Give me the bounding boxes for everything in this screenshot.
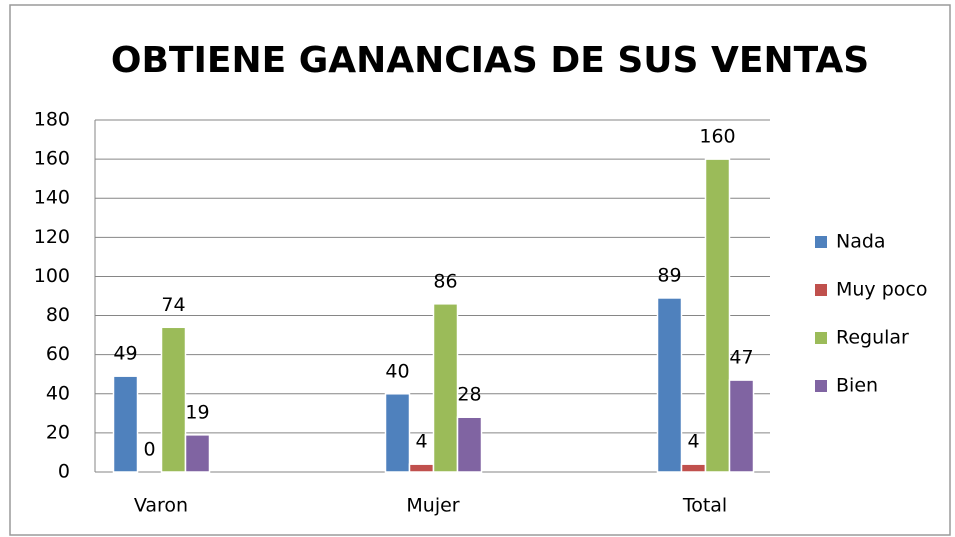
bar — [160, 326, 187, 473]
legend-label: Nada — [836, 231, 886, 253]
data-label: 89 — [657, 264, 681, 286]
legend-label: Regular — [836, 327, 909, 349]
bar — [456, 416, 483, 473]
data-label: 28 — [457, 384, 481, 406]
legend-swatch — [815, 284, 827, 296]
y-tick-label: 180 — [34, 109, 70, 131]
bar — [680, 463, 707, 473]
y-tick-label: 0 — [58, 461, 70, 483]
data-label: 47 — [729, 347, 753, 369]
data-label: 160 — [699, 126, 735, 148]
y-tick-label: 120 — [34, 226, 70, 248]
legend-swatch — [815, 380, 827, 392]
data-label: 40 — [385, 360, 409, 382]
y-tick-label: 60 — [46, 343, 70, 365]
bar — [408, 463, 435, 473]
y-tick-label: 20 — [46, 421, 70, 443]
y-tick-label: 80 — [46, 304, 70, 326]
y-tick-label: 160 — [34, 148, 70, 170]
legend-swatch — [815, 236, 827, 248]
chart-title: OBTIENE GANANCIAS DE SUS VENTAS — [111, 40, 869, 81]
bar — [112, 375, 139, 473]
y-tick-label: 140 — [34, 187, 70, 209]
data-label: 4 — [687, 431, 699, 453]
legend-label: Bien — [836, 375, 878, 397]
data-label: 49 — [113, 343, 137, 365]
data-label: 86 — [433, 270, 457, 292]
bar — [384, 393, 411, 473]
x-tick-label: Mujer — [406, 495, 459, 517]
bar — [432, 303, 459, 473]
data-label: 0 — [143, 439, 155, 461]
x-tick-label: Varon — [134, 495, 188, 517]
bar — [704, 158, 731, 473]
legend-label: Muy poco — [836, 279, 927, 301]
bar — [656, 297, 683, 473]
data-label: 4 — [415, 431, 427, 453]
legend-swatch — [815, 332, 827, 344]
data-label: 19 — [185, 401, 209, 423]
x-tick-label: Total — [682, 495, 727, 517]
y-tick-label: 100 — [34, 265, 70, 287]
y-tick-label: 40 — [46, 382, 70, 404]
data-label: 74 — [161, 294, 185, 316]
bar — [728, 379, 755, 473]
bar — [184, 434, 211, 473]
